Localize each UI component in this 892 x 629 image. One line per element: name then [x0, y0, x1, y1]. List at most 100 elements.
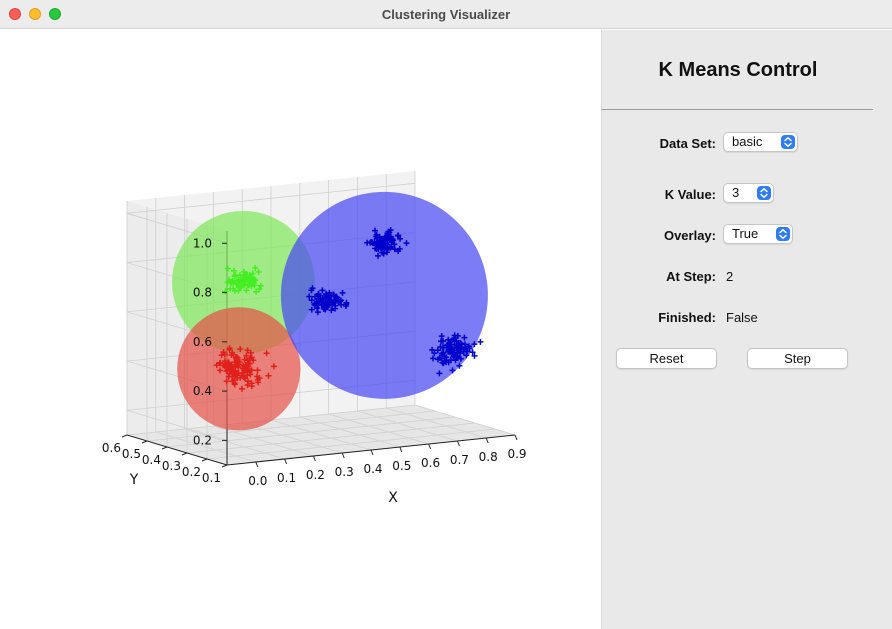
- data-point: [364, 239, 371, 246]
- data-point: [312, 293, 318, 300]
- data-point: [231, 377, 238, 384]
- close-window-button[interactable]: [9, 8, 21, 20]
- chevron-updown-icon: [781, 135, 795, 149]
- data-point: [330, 300, 337, 306]
- data-point: [469, 349, 476, 356]
- k-value-select[interactable]: 3: [723, 183, 774, 203]
- x-tick-label: 0.2: [306, 468, 325, 482]
- data-point: [434, 347, 441, 354]
- plot-canvas[interactable]: −0.10.00.10.20.30.40.50.60.70.80.90.10.2…: [0, 30, 600, 629]
- data-point: [320, 305, 327, 312]
- data-point: [308, 306, 315, 313]
- grid-line: [126, 182, 416, 214]
- at-step-value: 2: [726, 269, 734, 284]
- data-point: [220, 349, 227, 356]
- data-point: [223, 378, 230, 385]
- grid-line: [184, 428, 285, 460]
- window-title: Clustering Visualizer: [381, 7, 511, 22]
- data-point: [440, 360, 447, 367]
- dataset-select[interactable]: basic: [723, 132, 798, 152]
- chevron-updown-icon: [757, 186, 771, 200]
- data-point: [438, 333, 445, 340]
- data-point: [225, 373, 232, 380]
- data-point: [333, 293, 340, 300]
- y-tick-label: 0.2: [182, 465, 201, 479]
- x-tick-label: 0.4: [363, 462, 382, 476]
- data-point: [439, 350, 446, 357]
- data-point: [436, 370, 443, 377]
- data-point: [438, 338, 444, 345]
- overlay-select[interactable]: True: [723, 224, 793, 244]
- panel-divider: [602, 109, 873, 110]
- grid-line: [270, 419, 372, 451]
- y-tick-label: 0.5: [122, 447, 141, 461]
- z-tick-label: 0.4: [193, 384, 212, 398]
- data-point: [235, 284, 242, 290]
- grid-line: [299, 416, 400, 448]
- data-point: [463, 352, 470, 359]
- title-bar: Clustering Visualizer: [0, 0, 892, 29]
- grid-line: [206, 428, 496, 460]
- grid-line: [213, 425, 314, 457]
- k-means-control-panel: K Means Control Data Set: basic K Value:…: [601, 30, 892, 629]
- cluster-points-blue: [306, 285, 350, 316]
- data-point: [443, 357, 450, 364]
- data-point: [249, 270, 256, 277]
- data-point: [243, 287, 250, 294]
- tick-mark: [141, 440, 148, 444]
- data-point: [252, 264, 259, 271]
- data-point: [450, 353, 457, 360]
- data-point: [388, 243, 395, 250]
- data-point: [445, 340, 452, 347]
- z-tick-label: 0.2: [193, 433, 212, 447]
- data-point: [224, 265, 231, 272]
- x-tick-label: 0.9: [507, 447, 526, 461]
- data-point: [225, 359, 232, 366]
- data-point: [251, 280, 258, 287]
- data-point: [384, 246, 391, 253]
- data-point: [385, 231, 392, 237]
- data-point: [325, 302, 332, 309]
- data-point: [338, 301, 345, 308]
- data-point: [213, 362, 220, 369]
- tick-mark: [428, 443, 432, 450]
- grid-line: [146, 410, 436, 442]
- data-point: [247, 349, 254, 356]
- grid-line: [186, 422, 476, 454]
- data-point: [244, 357, 251, 364]
- data-point: [431, 350, 438, 357]
- scatter-3d-plot[interactable]: −0.10.00.10.20.30.40.50.60.70.80.90.10.2…: [0, 30, 600, 629]
- x-tick-label: 0.3: [335, 465, 354, 479]
- at-step-label: At Step:: [666, 269, 716, 284]
- minimize-window-button[interactable]: [29, 8, 41, 20]
- data-point: [460, 348, 467, 355]
- x-axis-label: X: [388, 490, 398, 506]
- x-tick-label: 0.7: [450, 453, 469, 467]
- data-point: [451, 347, 458, 354]
- data-point: [453, 352, 460, 359]
- data-point: [440, 344, 447, 351]
- data-point: [369, 239, 376, 246]
- data-point: [449, 337, 456, 344]
- x-tick-label: 0.0: [248, 474, 267, 488]
- data-point: [343, 301, 350, 308]
- step-button[interactable]: Step: [747, 348, 848, 369]
- data-point: [232, 361, 239, 368]
- data-point: [245, 281, 252, 288]
- data-point: [221, 358, 228, 365]
- reset-button[interactable]: Reset: [616, 348, 717, 369]
- data-point: [382, 233, 389, 240]
- cluster-points-blue: [364, 227, 410, 259]
- grid-line: [357, 410, 458, 442]
- k-value-label: K Value:: [664, 187, 716, 202]
- chevron-updown-icon: [776, 227, 790, 241]
- y-axis-label: Y: [129, 472, 139, 488]
- x-tick-label: 0.1: [277, 471, 296, 485]
- data-point: [373, 231, 380, 238]
- y-tick-label: 0.1: [202, 471, 221, 485]
- data-point: [235, 370, 242, 376]
- zoom-window-button[interactable]: [49, 8, 61, 20]
- data-point: [256, 375, 263, 381]
- data-point: [456, 362, 463, 369]
- data-point: [477, 338, 484, 345]
